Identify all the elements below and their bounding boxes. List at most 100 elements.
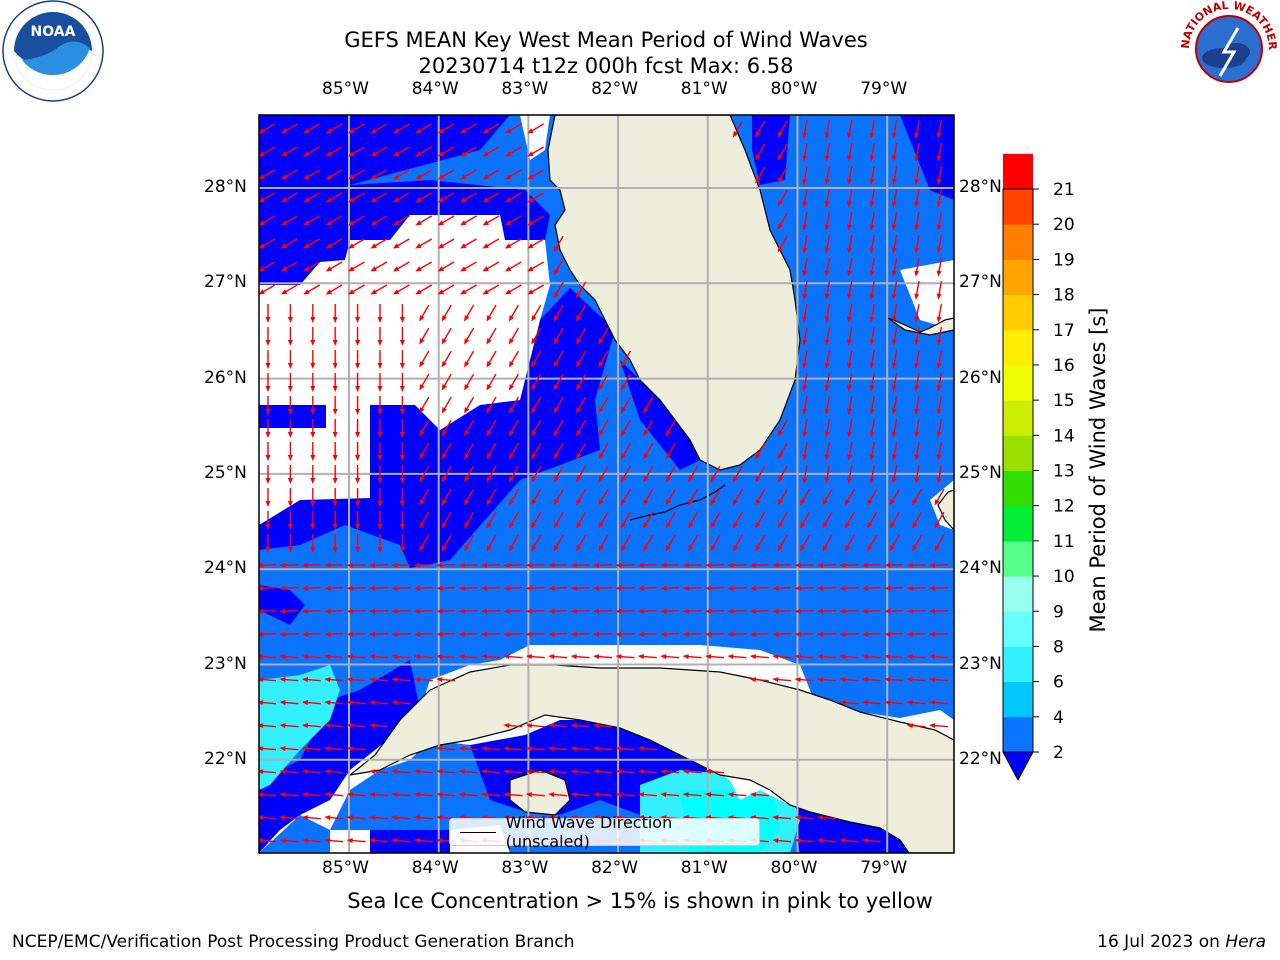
wind-wave-arrowhead [265, 317, 271, 323]
wind-wave-arrowhead [369, 700, 376, 706]
wind-wave-arrowhead [259, 815, 264, 821]
wind-wave-arrowhead [891, 408, 897, 415]
wind-wave-arrowhead [936, 339, 942, 346]
wind-wave-arrowhead [324, 631, 331, 637]
wind-wave-arrowhead [548, 769, 555, 775]
wind-wave-arrowhead [891, 477, 897, 484]
wind-wave-arrowhead [458, 654, 465, 660]
wind-wave-arrowhead [867, 545, 873, 552]
wind-wave-arrowhead [844, 545, 851, 552]
wind-wave-arrowhead [660, 585, 667, 591]
wind-wave-arrowhead [593, 792, 600, 798]
wind-wave-arrowhead [259, 608, 264, 614]
wind-wave-arrowhead [482, 266, 489, 272]
wind-wave-arrowhead [934, 499, 940, 506]
wind-wave-arrowhead [548, 562, 555, 568]
wind-wave-arrowhead [553, 361, 559, 368]
wind-wave-arrowhead [287, 409, 293, 415]
wind-wave-arrowhead [370, 289, 377, 295]
lat-tick-right: 27°N [959, 272, 1002, 293]
wind-wave-arrowhead [727, 608, 734, 614]
wind-wave-arrowhead [929, 700, 936, 706]
colorbar-tick-label: 11 [1053, 532, 1075, 552]
wind-wave-arrowhead [346, 631, 353, 637]
wind-wave-arrowhead [576, 453, 582, 460]
colorbar-segment [1003, 224, 1033, 260]
wind-wave-arrowhead [839, 631, 846, 637]
wind-wave-arrowhead [844, 499, 851, 506]
wind-wave-arrowhead [287, 386, 293, 392]
wind-wave-arrowhead [824, 270, 830, 277]
wind-wave-arrowhead [824, 224, 830, 231]
wind-wave-arrowhead [777, 453, 783, 460]
wind-wave-arrowhead [891, 178, 897, 185]
wind-wave-arrowhead [392, 197, 400, 203]
lat-tick-right: 25°N [959, 462, 1002, 483]
wind-wave-arrowhead [749, 585, 756, 591]
florida-keys [629, 484, 726, 521]
wind-wave-arrowhead [824, 178, 830, 185]
wind-wave-arrowhead [553, 292, 559, 299]
wind-wave-arrowhead [287, 524, 293, 530]
lat-tick-right: 23°N [959, 653, 1002, 674]
wind-wave-arrowhead [553, 384, 559, 391]
wind-wave-arrowhead [682, 585, 689, 591]
wind-wave-arrowhead [548, 654, 555, 660]
wind-wave-arrowhead [576, 522, 582, 529]
wind-wave-arrowhead [265, 547, 271, 553]
wind-wave-arrowhead [481, 746, 488, 752]
wind-wave-arrowhead [906, 631, 913, 637]
wind-wave-arrowhead [259, 838, 264, 844]
wind-wave-arrowhead [482, 220, 489, 226]
wind-wave-arrowhead [802, 431, 808, 438]
wind-wave-arrowhead [481, 608, 488, 614]
wind-wave-arrowhead [301, 654, 308, 660]
wind-wave-arrowhead [259, 792, 264, 798]
wind-wave-arrowhead [755, 453, 761, 460]
wind-wave-arrowhead [643, 499, 649, 506]
wind-wave-arrowhead [259, 723, 264, 729]
wind-wave-arrowhead [346, 585, 353, 591]
wind-wave-arrowhead [527, 197, 534, 203]
wind-wave-arrowhead [929, 631, 936, 637]
wind-wave-arrowhead [346, 608, 353, 614]
wind-wave-arrowhead [399, 317, 405, 323]
wind-wave-arrowhead [772, 631, 779, 637]
wind-wave-arrowhead [660, 654, 667, 660]
wind-wave-arrowhead [531, 361, 537, 368]
wind-wave-arrowhead [436, 792, 443, 798]
wind-wave-arrowhead [889, 522, 895, 529]
wind-wave-arrowhead [637, 608, 644, 614]
wind-wave-arrowhead [705, 631, 712, 637]
land [347, 115, 954, 853]
wind-wave-arrowhead [415, 151, 422, 157]
wind-wave-arrowhead [346, 815, 353, 821]
wind-wave-arrowhead [436, 677, 443, 683]
wind-wave-arrowhead [531, 407, 537, 414]
wind-wave-arrowhead [279, 746, 286, 752]
lat-tick-right: 22°N [959, 748, 1002, 769]
wind-wave-arrowhead [460, 289, 467, 295]
wind-wave-arrowhead [325, 197, 333, 203]
wind-wave-arrowhead [794, 608, 801, 614]
wind-wave-arrowhead [399, 478, 405, 484]
wind-wave-arrowhead [441, 407, 447, 414]
wind-wave-arrowhead [369, 769, 376, 775]
wind-wave-arrowhead [504, 266, 512, 272]
wind-wave-arrowhead [531, 522, 537, 529]
wind-wave-arrowhead [598, 384, 604, 391]
wind-wave-arrowhead [481, 769, 488, 775]
wind-wave-arrowhead [464, 499, 470, 506]
wind-wave-arrowhead [869, 293, 875, 300]
wind-wave-arrowhead [460, 128, 467, 134]
colorbar-tick-label: 10 [1053, 567, 1075, 587]
wind-wave-arrowhead [936, 201, 942, 208]
wind-wave-arrowhead [772, 562, 779, 568]
wind-wave-arrowhead [936, 132, 942, 139]
wind-wave-arrowhead [906, 700, 913, 706]
colorbar-tick-label: 15 [1053, 391, 1075, 411]
wind-wave-arrowhead [732, 476, 739, 483]
wind-wave-arrowhead [279, 838, 286, 844]
wind-wave-arrowhead [710, 499, 716, 506]
wind-wave-arrowhead [391, 838, 398, 844]
